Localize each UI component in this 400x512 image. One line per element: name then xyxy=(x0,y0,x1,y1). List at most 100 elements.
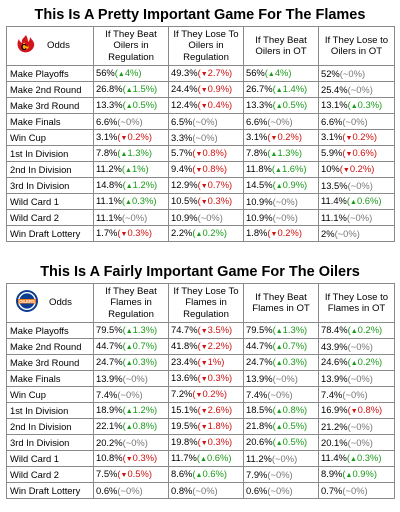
table-row: Wild Card 2 7.5%(▼0.5%) 8.6%(▲0.6%) 7.9%(~0… xyxy=(6,466,395,483)
odds-cell: 0.8%(~0%) xyxy=(168,482,244,499)
odds-change-value: 1.3% xyxy=(132,323,155,335)
odds-value: 10.8% xyxy=(96,451,123,463)
odds-header-cell: C Odds xyxy=(6,26,94,66)
odds-change-value: 0.3% xyxy=(357,98,380,110)
column-header: If They Beat Flames in OT xyxy=(243,283,319,323)
odds-value: 21.8% xyxy=(246,419,273,431)
odds-change-value: 0% xyxy=(281,195,295,207)
row-label: Make 3rd Round xyxy=(6,97,94,114)
tilde-icon: ~ xyxy=(350,420,357,432)
up-arrow-icon: ▲ xyxy=(125,166,132,174)
odds-value: 13.5% xyxy=(321,179,348,191)
odds-change-value: 0.2% xyxy=(202,226,224,238)
tilde-icon: ~ xyxy=(350,179,357,191)
odds-cell: 79.5%(▲1.3%) xyxy=(93,322,169,339)
odds-change-value: 1.3% xyxy=(282,323,305,335)
odds-change: (~0%) xyxy=(342,484,368,496)
odds-change: (▼0.9%) xyxy=(197,82,233,94)
odds-value: 10.9% xyxy=(171,211,198,223)
odds-value: 20.6% xyxy=(246,435,273,447)
tilde-icon: ~ xyxy=(350,211,356,223)
odds-change: (▼0.3%) xyxy=(197,371,233,383)
row-label: Wild Card 2 xyxy=(6,209,94,226)
odds-change-value: 1.3% xyxy=(127,146,149,158)
up-arrow-icon: ▲ xyxy=(120,150,128,158)
odds-cell: 12.4%(▼0.4%) xyxy=(168,97,244,114)
odds-change: (▲0.6%) xyxy=(346,194,382,206)
odds-value: 14.5% xyxy=(246,178,273,190)
odds-change: (▼0.5%) xyxy=(117,467,152,479)
odds-change-value: 1.5% xyxy=(132,82,155,94)
up-arrow-icon: ▲ xyxy=(125,423,133,431)
odds-value: 10.9% xyxy=(246,195,273,207)
odds-cell: 13.6%(▼0.3%) xyxy=(168,370,244,387)
table-row: Make Finals 13.9%(~0%) 13.6%(▼0.3%) 13.9%(~… xyxy=(6,370,395,387)
odds-change: (▼0.3%) xyxy=(197,194,233,206)
odds-change: (▲0.9%) xyxy=(272,178,308,190)
table-row: Win Draft Lottery 0.6%(~0%) 0.8%(~0%) 0.6%(… xyxy=(6,482,395,499)
odds-change-value: 2.2% xyxy=(207,339,230,351)
odds-change: (▲1%) xyxy=(121,162,149,174)
oilers-section-title: This Is A Fairly Important Game For The … xyxy=(40,264,360,280)
tilde-icon: ~ xyxy=(270,484,276,496)
down-arrow-icon: ▼ xyxy=(120,471,128,479)
odds-value: 24.7% xyxy=(96,355,123,367)
tilde-icon: ~ xyxy=(345,484,351,496)
odds-value: 49.3% xyxy=(171,66,198,78)
odds-change-value: 0% xyxy=(350,115,365,127)
odds-cell: 23.4%(▼1%) xyxy=(168,354,244,371)
down-arrow-icon: ▼ xyxy=(270,134,278,142)
odds-change: (~0%) xyxy=(339,67,366,79)
odds-change: (~0%) xyxy=(267,484,293,496)
odds-change: (~0%) xyxy=(192,131,218,143)
odds-value: 11.1% xyxy=(96,194,122,206)
odds-cell: 1.7%(▼0.3%) xyxy=(93,225,169,242)
odds-header-cell: OILERS Odds xyxy=(6,283,94,323)
row-label: Make 2nd Round xyxy=(6,338,94,355)
odds-change-value: 0.2% xyxy=(202,387,224,399)
row-label: Make Playoffs xyxy=(6,322,94,339)
down-arrow-icon: ▼ xyxy=(200,198,208,206)
odds-cell: 19.8%(▼0.3%) xyxy=(168,434,244,451)
odds-change-value: 4% xyxy=(124,66,139,78)
odds-cell: 6.5%(~0%) xyxy=(168,113,244,130)
odds-change-value: 2.7% xyxy=(207,66,230,78)
odds-cell: 21.2%(~0%) xyxy=(318,418,395,435)
odds-cell: 6.6%(~0%) xyxy=(93,113,169,130)
odds-value: 20.2% xyxy=(96,436,123,448)
odds-cell: 22.1%(▲0.8%) xyxy=(93,418,169,435)
odds-value: 6.6% xyxy=(246,115,268,127)
odds-cell: 8.6%(▲0.6%) xyxy=(168,466,244,483)
odds-change-value: 0% xyxy=(275,115,290,127)
up-arrow-icon: ▲ xyxy=(200,455,207,463)
odds-change: (▼2.7%) xyxy=(197,66,233,78)
odds-change-value: 0% xyxy=(125,115,140,127)
odds-change: (▲0.8%) xyxy=(272,403,308,415)
odds-change: (~0%) xyxy=(117,388,143,400)
odds-value: 6.6% xyxy=(96,115,118,127)
odds-cell: 78.4%(▲0.2%) xyxy=(318,322,395,339)
odds-change: (~0%) xyxy=(122,372,148,384)
odds-change-value: 3.5% xyxy=(207,323,230,335)
odds-value: 0.6% xyxy=(246,484,268,496)
flames-section-title: This Is A Pretty Important Game For The … xyxy=(34,7,366,23)
odds-change: (▲0.5%) xyxy=(272,435,308,447)
column-header: If They Lose To Oilers in Regulation xyxy=(168,26,244,66)
up-arrow-icon: ▲ xyxy=(125,198,132,206)
up-arrow-icon: ▲ xyxy=(275,423,283,431)
odds-cell: 1.8%(▼0.2%) xyxy=(243,225,319,242)
tilde-icon: ~ xyxy=(275,211,282,223)
odds-change: (▼0.8%) xyxy=(192,146,227,158)
odds-cell: 3.1%(▼0.2%) xyxy=(318,129,395,146)
odds-change: (▼1.8%) xyxy=(197,419,233,431)
odds-change-value: 0.3% xyxy=(127,226,149,238)
odds-change-value: 0% xyxy=(348,67,362,79)
odds-cell: 14.5%(▲0.9%) xyxy=(243,177,319,194)
odds-change-value: 0% xyxy=(200,484,215,496)
odds-change-value: 1.3% xyxy=(277,146,299,158)
odds-cell: 11.7%(▲0.6%) xyxy=(168,450,244,467)
up-arrow-icon: ▲ xyxy=(125,327,133,335)
odds-change-value: 0.8% xyxy=(357,403,380,415)
odds-value: 0.6% xyxy=(96,484,118,496)
table-row: Win Draft Lottery 1.7%(▼0.3%) 2.2%(▲0.2%) 1… xyxy=(6,225,395,242)
